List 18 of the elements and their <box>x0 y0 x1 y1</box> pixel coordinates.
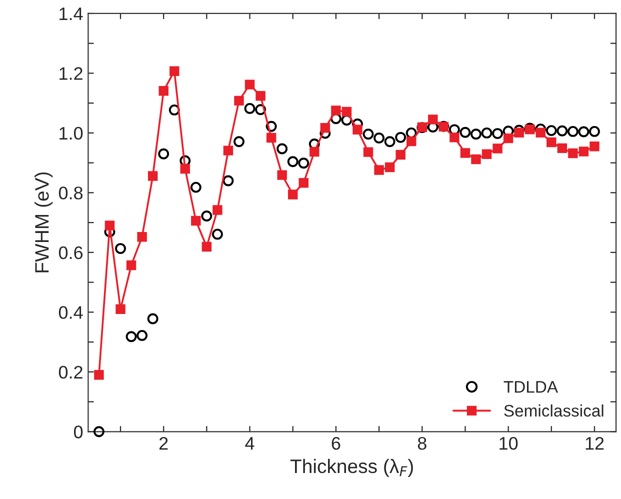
y-tick-label: 0.6 <box>58 246 83 260</box>
x-tick-label: 4 <box>245 437 254 450</box>
y-tick-label: 0.8 <box>58 186 83 200</box>
x-tick-label: 10 <box>500 436 518 450</box>
x-tick-label: 2 <box>159 436 168 450</box>
x-tick-label: 8 <box>418 436 426 450</box>
x-tick-label: 6 <box>332 436 340 450</box>
y-tick-label: 0.4 <box>58 306 83 319</box>
y-tick-label: 0 <box>74 426 83 438</box>
y-tick-label: 1.2 <box>60 67 82 80</box>
legend-label: TDLDA <box>504 381 558 393</box>
y-tick-label: 1.0 <box>60 126 83 140</box>
y-tick-label: 1.4 <box>60 8 83 20</box>
y-tick-label: 0.2 <box>58 366 82 379</box>
legend-label: Semiclassical <box>504 404 604 417</box>
x-tick-label: 12 <box>586 436 604 450</box>
y-axis-title: FWHM (eV) <box>34 172 53 272</box>
x-axis-title: Thickness (λ$_{F}$) <box>290 458 413 477</box>
